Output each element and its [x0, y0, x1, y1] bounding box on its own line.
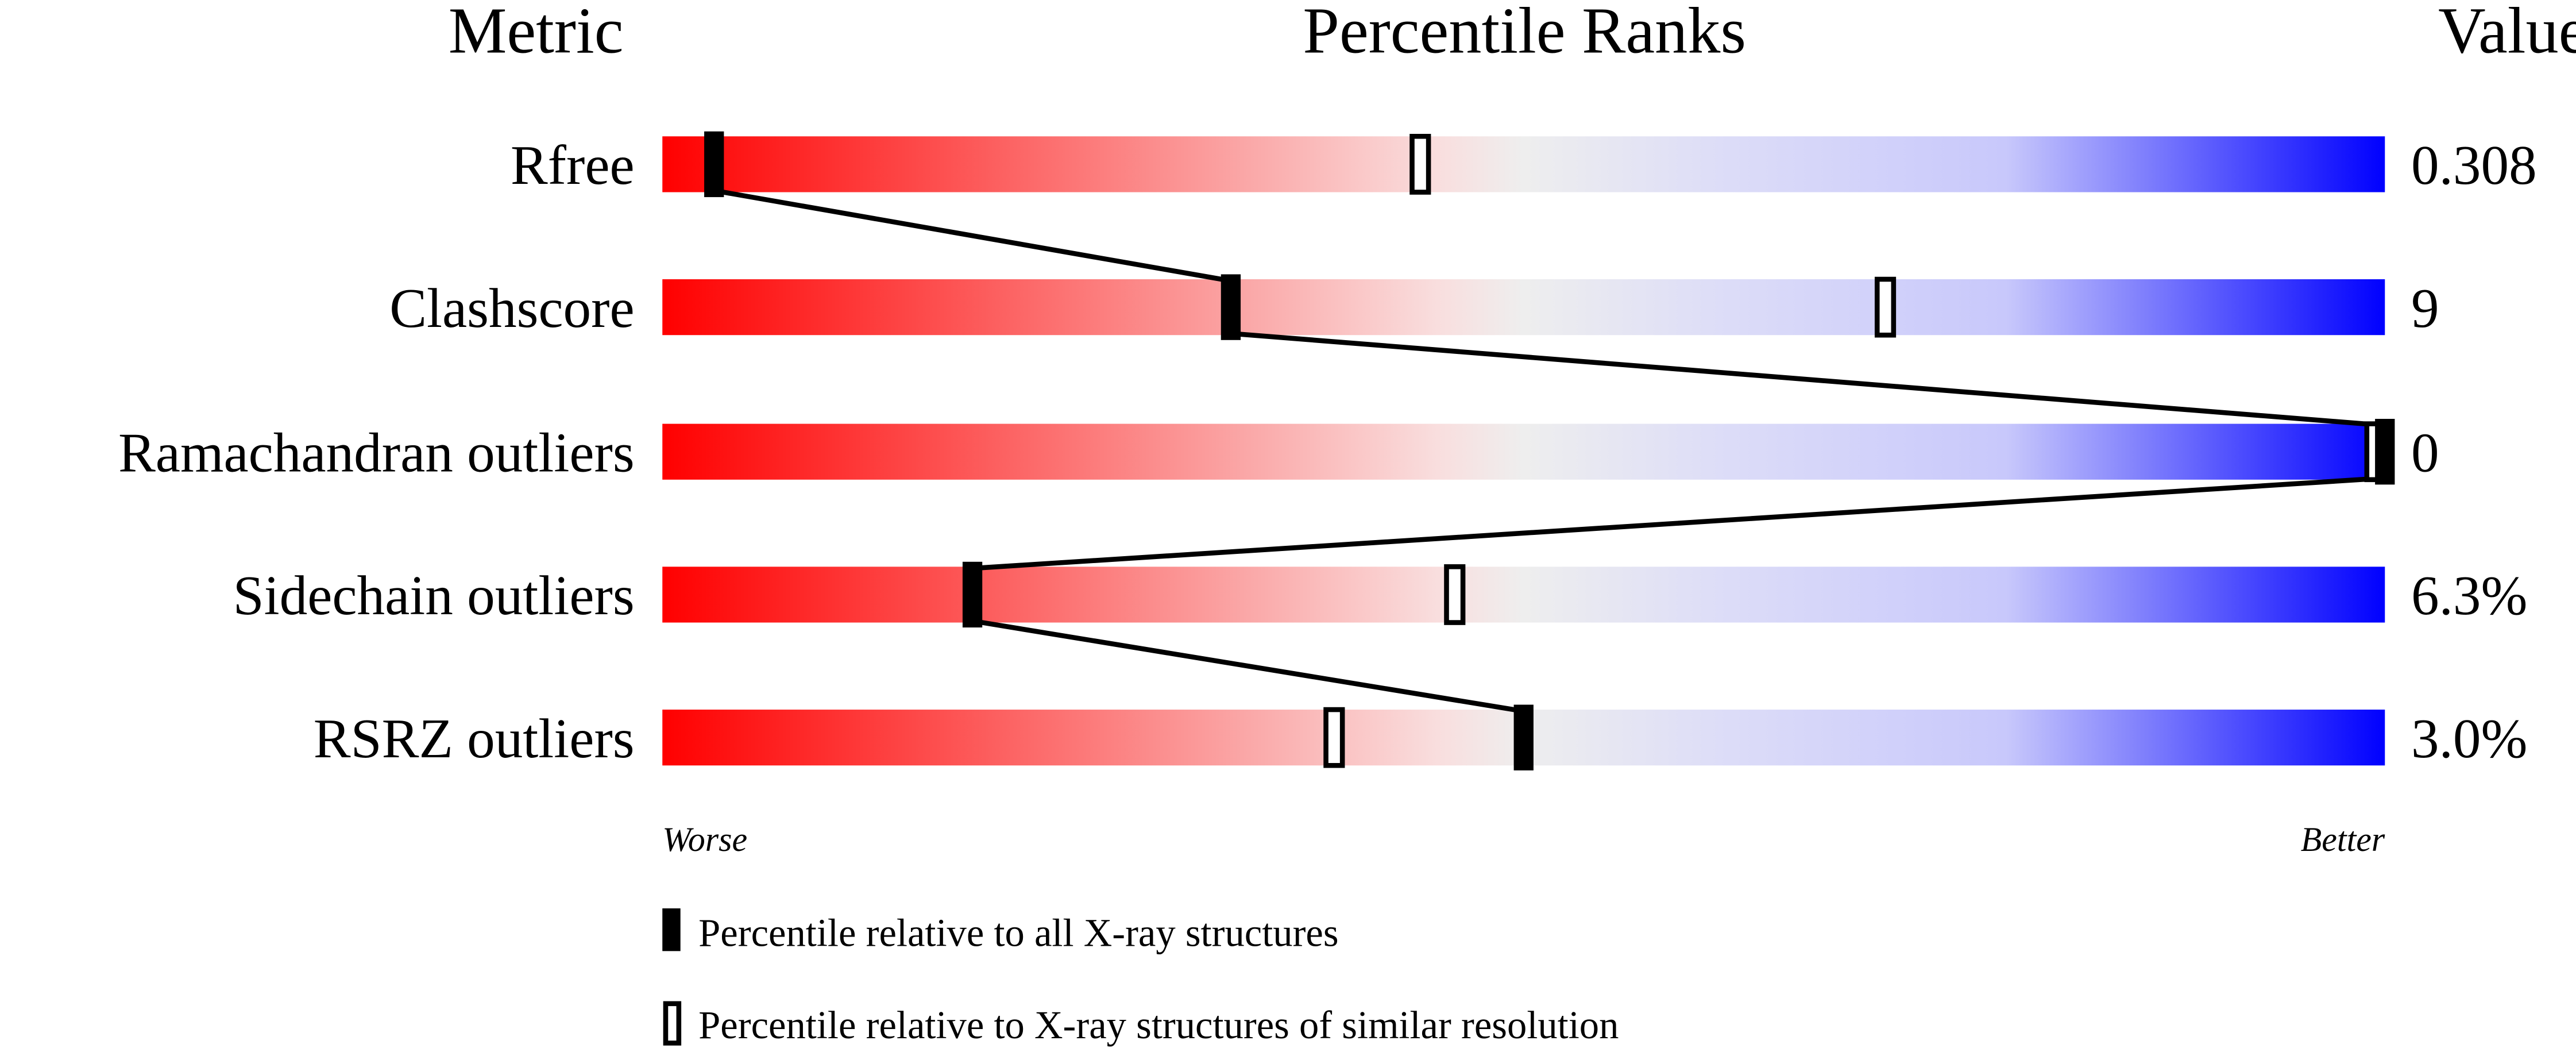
header-value: Value: [2438, 0, 2576, 67]
percentile-bar: [662, 567, 2385, 623]
legend-filled-label: Percentile relative to all X-ray structu…: [698, 911, 1338, 955]
legend-filled-marker: [662, 908, 681, 951]
metric-label: Rfree: [511, 134, 635, 196]
header-metric: Metric: [449, 0, 624, 67]
marker-similar-resolution: [1323, 707, 1345, 768]
axis-label-better: Better: [2301, 820, 2385, 858]
metric-value: 3.0%: [2411, 708, 2527, 770]
connector-line: [972, 618, 1524, 714]
metric-label: Ramachandran outliers: [118, 422, 635, 484]
marker-similar-resolution: [1874, 276, 1897, 338]
metric-value: 0: [2411, 422, 2439, 484]
metric-label: Clashscore: [389, 278, 634, 340]
marker-all-structures: [1513, 704, 1534, 770]
metric-value: 9: [2411, 278, 2439, 340]
marker-all-structures: [704, 131, 724, 198]
metric-label: RSRZ outliers: [314, 708, 635, 770]
connector-line: [972, 475, 2385, 571]
connector-line: [713, 188, 1231, 284]
marker-all-structures: [1221, 274, 1241, 340]
axis-label-worse: Worse: [662, 820, 747, 858]
metric-label: Sidechain outliers: [233, 565, 635, 627]
metric-value: 0.308: [2411, 134, 2537, 196]
header-percentile-ranks: Percentile Ranks: [1303, 0, 1746, 67]
legend-open-marker: [663, 1001, 682, 1046]
marker-similar-resolution: [1444, 564, 1466, 625]
percentile-bar: [662, 423, 2385, 480]
marker-all-structures: [962, 561, 983, 628]
metric-value: 6.3%: [2411, 565, 2527, 627]
connector-line: [1230, 331, 2385, 428]
percentile-bar: [662, 279, 2385, 336]
marker-similar-resolution: [1409, 134, 1431, 195]
legend-open-label: Percentile relative to X-ray structures …: [698, 1003, 1619, 1047]
percentile-bar: [662, 136, 2385, 192]
marker-all-structures: [2375, 419, 2395, 485]
